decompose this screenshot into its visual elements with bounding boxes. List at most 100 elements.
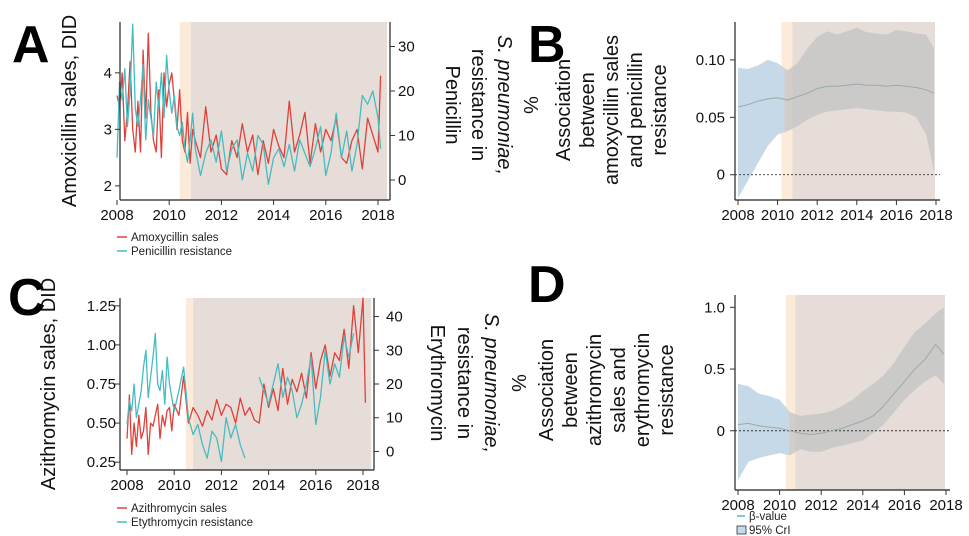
panel-label-a: A	[12, 16, 50, 74]
y2-axis-title-line: Erythromycin	[426, 325, 448, 442]
y2-tick-label: 0	[398, 172, 406, 189]
x-tick-label: 2018	[929, 497, 962, 514]
y-tick-label: 4	[104, 65, 112, 82]
x-tick-label: 2008	[721, 497, 754, 514]
panel-label-c: C	[8, 269, 46, 327]
legend-label-cri: 95% CrI	[749, 525, 791, 536]
x-tick-label: 2008	[110, 477, 143, 494]
y2-tick-label: 30	[398, 38, 415, 55]
x-tick-label: 2008	[721, 207, 754, 224]
series-line-sales	[116, 32, 382, 176]
chart-panel-c: 2008 2010 2012 2014 2016 20180.250.500.751.00…	[38, 278, 529, 494]
x-tick-label: 2016	[888, 497, 921, 514]
beta-line	[737, 83, 935, 108]
x-tick-label: 2012	[801, 207, 834, 224]
shade-intervention	[193, 298, 372, 470]
y-axis-title-line: between	[577, 72, 599, 148]
y2-axis-title-line: S. pneumoniae,	[480, 313, 502, 453]
panel-label-d: D	[528, 256, 566, 314]
y2-tick-label: 10	[386, 410, 403, 427]
y2-tick-label: 40	[386, 309, 403, 326]
y-tick-label: 0.75	[87, 376, 116, 393]
y-tick-label: 0.10	[696, 52, 725, 69]
x-tick-label: 2016	[299, 477, 332, 494]
y-axis-title-line: sales and	[608, 347, 630, 433]
x-tick-label: 2012	[805, 497, 838, 514]
x-tick-label: 2018	[346, 477, 379, 494]
y2-axis-title-line: Penicillin	[441, 66, 463, 145]
y-tick-label: 0.05	[696, 109, 725, 126]
x-tick-label: 2008	[100, 207, 133, 224]
y2-axis-title-line: %	[507, 374, 529, 392]
y-axis-title-line: Association	[536, 339, 558, 441]
beta-line	[737, 343, 945, 436]
y2-axis-title-line: S. pneumoniae,	[493, 35, 515, 175]
y-tick-label: 0.25	[87, 454, 116, 471]
x-tick-label: 2010	[761, 207, 794, 224]
y-axis-title-line: resistance	[656, 344, 678, 435]
legend-label-azithromycin: Azithromycin sales	[131, 503, 227, 515]
chart-panel-b: 2008 2010 2012 2014 2016 2018 0 0.05 0.10 Associa…	[553, 22, 953, 224]
series-line-sales	[126, 297, 367, 456]
y2-tick-label: 0	[386, 443, 394, 460]
legend-swatch-cri	[736, 525, 747, 535]
y-axis-title-line: Association	[553, 59, 575, 161]
y-tick-label: 0	[717, 167, 725, 184]
x-tick-label: 2014	[840, 207, 873, 224]
series-line-resistance	[116, 23, 382, 186]
x-tick-label: 2012	[205, 477, 238, 494]
y-tick-label: 0.5	[704, 361, 725, 378]
credible-band	[738, 27, 934, 198]
shade-pre-intervention	[186, 298, 194, 470]
x-tick-label: 2014	[846, 497, 879, 514]
legend-c: Azithromycin sales Etythromycin resistan…	[117, 503, 253, 529]
y-axis-title-line: azithromycin	[584, 334, 606, 446]
credible-band	[738, 307, 944, 481]
chart-panel-a: 2008 2010 2012 2014 2016 2018 2 3 4 0 10 20 30 Amoxic…	[59, 15, 541, 224]
y-tick-label: 1.0	[704, 299, 725, 316]
y-tick-label: 2	[104, 178, 112, 195]
y2-axis-title-line: %	[519, 96, 541, 114]
x-tick-label: 2014	[257, 207, 290, 224]
y-tick-label: 1.00	[87, 337, 116, 354]
y-tick-label: 1.25	[87, 298, 116, 315]
legend-a: Amoxycillin sales Penicillin resistance	[117, 232, 232, 258]
x-tick-label: 2010	[763, 497, 796, 514]
y-axis-title: Azithromycin sales, DID	[38, 278, 60, 490]
y-axis-title-line: amoxycillin sales	[601, 35, 623, 185]
shade-pre-intervention	[179, 22, 191, 200]
y2-tick-label: 10	[398, 127, 415, 144]
y2-axis-title-line: resistance in	[467, 49, 489, 161]
chart-panel-d: 2008 2010 2012 2014 2016 2018 0 0.5 1.0 Associati…	[536, 295, 963, 514]
y2-tick-label: 20	[398, 83, 415, 100]
credible-band-pre	[738, 383, 789, 481]
x-tick-label: 2010	[153, 207, 186, 224]
legend-label-penicillin: Penicillin resistance	[131, 246, 232, 258]
y-axis-title-line: resistance	[649, 64, 671, 155]
legend-label-erythromycin: Etythromycin resistance	[131, 517, 253, 529]
y-axis-title: Amoxicillin sales, DID	[59, 15, 81, 207]
x-tick-label: 2018	[361, 207, 394, 224]
x-tick-label: 2016	[880, 207, 913, 224]
panel-label-b: B	[528, 16, 566, 74]
legend-d: β-value 95% CrI	[736, 511, 791, 536]
series-line-resistance	[126, 332, 355, 463]
y-axis-title-line: erythromycin	[632, 333, 654, 447]
shade-pre-intervention	[785, 295, 796, 490]
x-tick-label: 2010	[158, 477, 191, 494]
x-tick-label: 2014	[252, 477, 285, 494]
y-tick-label: 0	[717, 423, 725, 440]
y-tick-label: 0.50	[87, 415, 116, 432]
y2-tick-label: 20	[386, 376, 403, 393]
x-tick-label: 2012	[205, 207, 238, 224]
y-tick-label: 3	[104, 121, 112, 138]
x-tick-label: 2016	[309, 207, 342, 224]
legend-label-amoxycillin: Amoxycillin sales	[131, 232, 219, 244]
y-axis-title-line: and penicillin	[625, 52, 647, 168]
y-axis-title-line: between	[560, 352, 582, 428]
legend-label-beta: β-value	[749, 511, 787, 523]
x-tick-label: 2018	[919, 207, 952, 224]
y2-axis-title-line: resistance in	[453, 327, 475, 439]
y2-tick-label: 30	[386, 342, 403, 359]
